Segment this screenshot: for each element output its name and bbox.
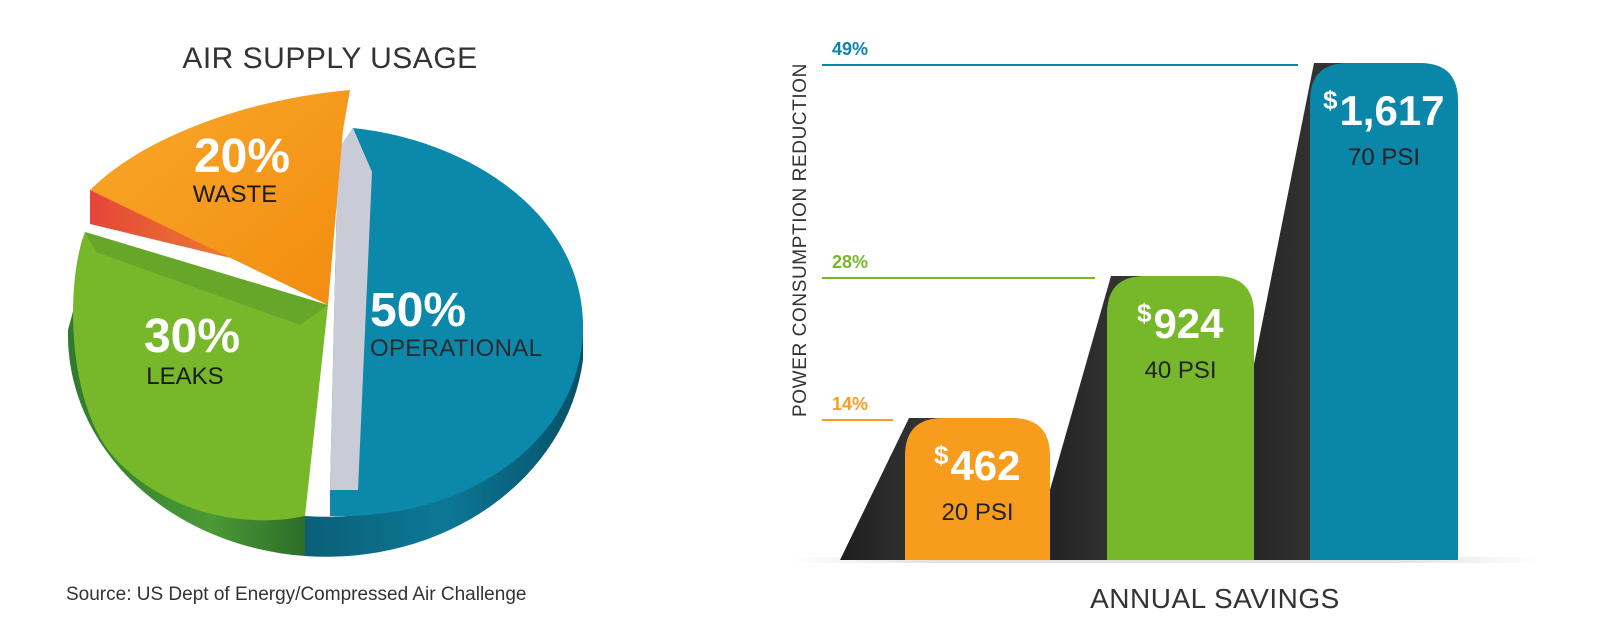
- pie-label-leaks-value: 30%: [144, 310, 240, 363]
- pie-slice-leaks-highlight: [85, 232, 328, 325]
- bar-category-3: 70 PSI: [1348, 144, 1420, 171]
- bar-savings-1: 462: [950, 442, 1020, 489]
- pie-label-waste-value: 20%: [194, 130, 290, 183]
- bar-2: [1107, 276, 1254, 560]
- reference-label-1: 14%: [832, 394, 868, 414]
- pie-label-leaks-name: LEAKS: [146, 363, 223, 390]
- pie-label-operational-name: OPERATIONAL: [370, 335, 542, 362]
- bar-1: [905, 418, 1050, 560]
- pie-label-operational-value: 50%: [370, 284, 466, 337]
- bar-category-2: 40 PSI: [1144, 357, 1216, 384]
- reference-label-3: 49%: [832, 39, 868, 59]
- bar-dollar-sign-1: $: [934, 440, 949, 470]
- pie-title: AIR SUPPLY USAGE: [182, 42, 477, 75]
- bar-savings-2: 924: [1153, 300, 1224, 347]
- bar-category-1: 20 PSI: [941, 499, 1013, 526]
- pie-slice-operational: [330, 128, 584, 517]
- y-axis-label: POWER CONSUMPTION REDUCTION: [790, 63, 811, 417]
- bar-savings-3: 1,617: [1339, 87, 1444, 134]
- pie-source: Source: US Dept of Energy/Compressed Air…: [66, 584, 526, 605]
- x-axis-label: ANNUAL SAVINGS: [1090, 583, 1340, 614]
- reference-label-2: 28%: [832, 252, 868, 272]
- pie-label-waste-name: WASTE: [193, 181, 277, 208]
- bar-dollar-sign-3: $: [1323, 85, 1338, 115]
- pie-chart: AIR SUPPLY USAGE 20% WASTE 30% LEAKS 50%…: [66, 42, 584, 605]
- bar-dollar-sign-2: $: [1137, 298, 1152, 328]
- pie-slice-waste: [90, 90, 350, 305]
- bar-3: [1310, 63, 1458, 560]
- savings-chart: POWER CONSUMPTION REDUCTION 14% 28% 49% 462…: [790, 39, 1540, 614]
- pie-slice-divider: [330, 128, 372, 490]
